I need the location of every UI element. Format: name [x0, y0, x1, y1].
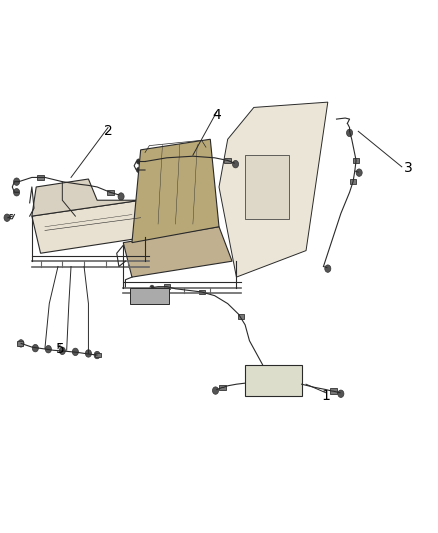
Polygon shape [32, 200, 145, 253]
Circle shape [118, 193, 124, 200]
Polygon shape [219, 102, 328, 277]
Bar [353, 158, 359, 163]
Circle shape [212, 387, 219, 394]
Text: 4: 4 [212, 108, 221, 123]
Circle shape [356, 169, 362, 176]
Circle shape [85, 350, 92, 357]
Bar [130, 288, 169, 304]
Circle shape [46, 345, 51, 353]
Circle shape [233, 160, 239, 168]
Circle shape [136, 159, 141, 164]
Bar [350, 179, 356, 184]
Circle shape [14, 189, 20, 196]
Circle shape [14, 178, 20, 185]
Circle shape [59, 347, 65, 354]
Circle shape [150, 285, 154, 290]
Circle shape [346, 129, 353, 136]
Bar [238, 314, 244, 319]
Bar [164, 284, 170, 289]
Circle shape [4, 214, 10, 221]
Bar [245, 155, 289, 219]
Bar [224, 158, 231, 163]
Circle shape [72, 348, 78, 356]
Text: 1: 1 [321, 390, 330, 403]
Polygon shape [32, 179, 141, 216]
Bar [164, 156, 170, 160]
Circle shape [18, 340, 24, 347]
Text: 5: 5 [56, 342, 64, 356]
Bar [198, 289, 205, 294]
Text: 3: 3 [404, 161, 413, 175]
Bar [95, 353, 101, 358]
Bar [219, 385, 226, 390]
Bar [205, 155, 211, 160]
Bar [245, 365, 302, 397]
Bar [17, 341, 23, 346]
Bar [81, 182, 88, 187]
Bar [37, 175, 44, 180]
Bar [107, 190, 114, 195]
Polygon shape [123, 227, 232, 277]
Bar [329, 389, 336, 394]
Circle shape [325, 265, 331, 272]
Text: 2: 2 [104, 124, 113, 138]
Circle shape [338, 390, 344, 398]
Circle shape [136, 167, 141, 173]
Circle shape [94, 351, 100, 359]
Polygon shape [132, 139, 219, 243]
Circle shape [32, 344, 39, 352]
